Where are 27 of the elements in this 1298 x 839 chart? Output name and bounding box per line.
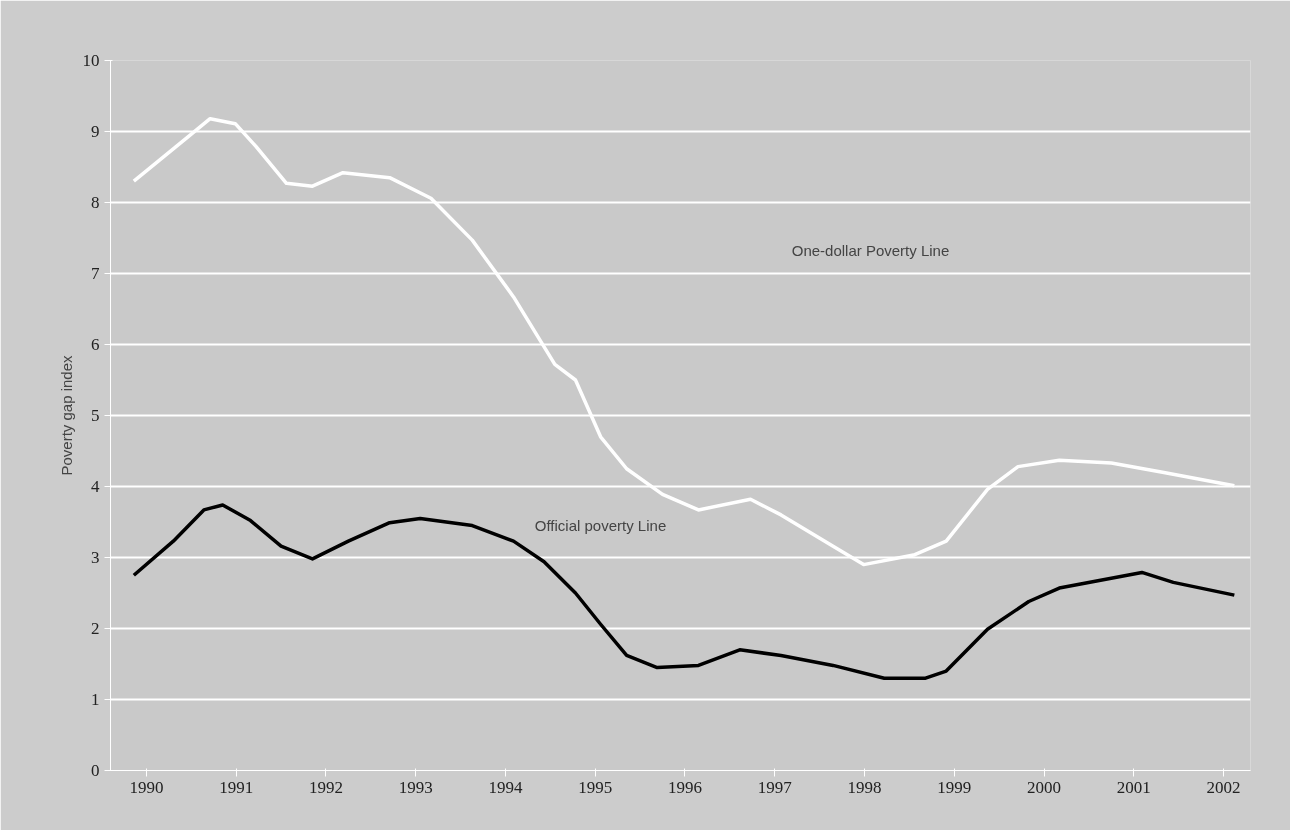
x-tick-label: 1998: [847, 777, 882, 797]
y-axis-title: Poverty gap index: [57, 354, 75, 476]
x-tick-label: 2001: [1116, 777, 1151, 797]
annotation: Official poverty Line: [534, 517, 667, 534]
y-tick-label: 9: [91, 122, 100, 141]
x-tick-label: 1996: [667, 777, 702, 797]
y-tick-label: 4: [91, 477, 100, 496]
x-tick-label: 1991: [219, 777, 254, 797]
x-tick-label: 1994: [488, 777, 523, 797]
x-tick-label: 1997: [757, 777, 793, 797]
x-tick-label: 1999: [937, 777, 972, 797]
y-tick-label: 2: [91, 619, 100, 638]
y-tick-label: 5: [91, 406, 100, 425]
x-tick-label: 1992: [308, 777, 343, 797]
y-tick-label: 7: [91, 264, 100, 283]
y-tick-label: 0: [91, 761, 100, 780]
x-tick-label: 2000: [1027, 777, 1062, 797]
x-tick-label: 1993: [398, 777, 433, 797]
y-tick-label: 8: [91, 193, 100, 212]
y-tick-label: 10: [82, 51, 100, 70]
x-tick-label: 1990: [129, 777, 164, 797]
y-tick-label: 6: [91, 335, 100, 354]
annotation: One-dollar Poverty Line: [791, 242, 950, 259]
x-tick-label: 2002: [1206, 777, 1241, 797]
x-tick-label: 1995: [578, 777, 613, 797]
y-tick-label: 1: [91, 690, 100, 709]
y-tick-label: 3: [91, 548, 100, 567]
